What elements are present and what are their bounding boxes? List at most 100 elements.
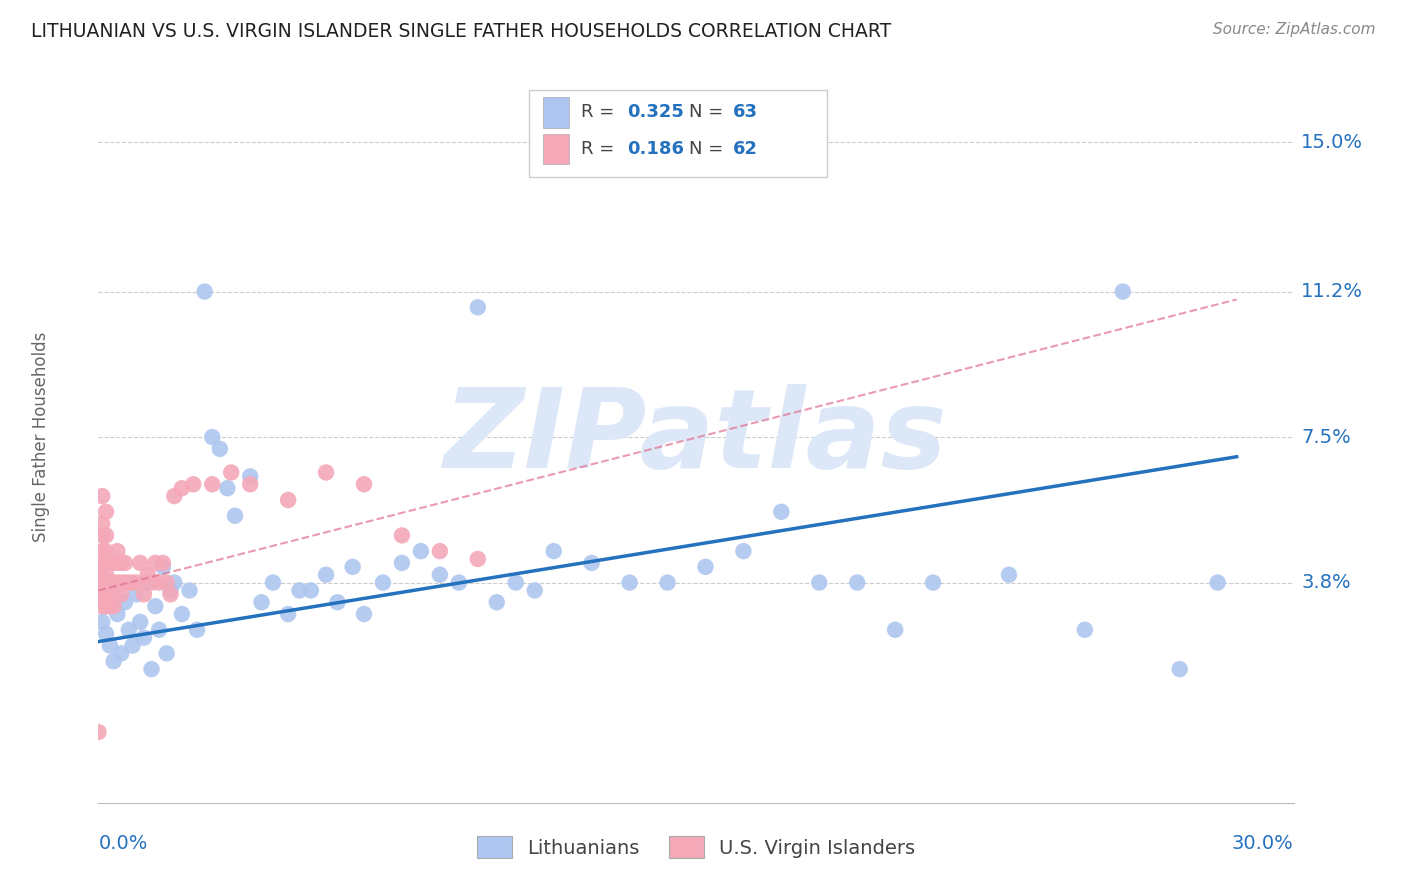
Legend: Lithuanians, U.S. Virgin Islanders: Lithuanians, U.S. Virgin Islanders <box>468 828 924 866</box>
Point <box>170 481 193 495</box>
Point <box>114 556 136 570</box>
Point <box>105 607 128 621</box>
Point <box>136 575 159 590</box>
Point <box>94 567 117 582</box>
Text: R =: R = <box>581 103 620 121</box>
Point <box>581 556 603 570</box>
Point <box>217 481 239 495</box>
Point <box>409 544 432 558</box>
Text: 11.2%: 11.2% <box>1301 282 1362 301</box>
Point <box>163 575 186 590</box>
Point <box>91 575 114 590</box>
Point <box>110 556 132 570</box>
Point <box>91 575 114 590</box>
Point <box>98 587 121 601</box>
Point <box>447 575 470 590</box>
Point <box>485 595 508 609</box>
Point <box>141 575 163 590</box>
Text: ZIPatlas: ZIPatlas <box>444 384 948 491</box>
Point <box>163 489 186 503</box>
Point <box>143 556 166 570</box>
Point <box>87 559 110 574</box>
Point <box>846 575 869 590</box>
Point <box>342 559 364 574</box>
Point <box>239 469 262 483</box>
FancyBboxPatch shape <box>529 90 827 178</box>
Point <box>429 544 451 558</box>
Point <box>121 639 143 653</box>
Point <box>114 595 136 609</box>
Point <box>299 583 322 598</box>
Point <box>156 575 179 590</box>
Point <box>136 567 159 582</box>
Text: Single Father Households: Single Father Households <box>32 332 51 542</box>
Point <box>277 493 299 508</box>
Text: 0.186: 0.186 <box>627 140 683 158</box>
Text: LITHUANIAN VS U.S. VIRGIN ISLANDER SINGLE FATHER HOUSEHOLDS CORRELATION CHART: LITHUANIAN VS U.S. VIRGIN ISLANDER SINGL… <box>31 22 891 41</box>
Point <box>353 607 375 621</box>
Point <box>159 583 181 598</box>
Point <box>91 528 114 542</box>
Point <box>94 528 117 542</box>
Point <box>103 654 125 668</box>
Point <box>1168 662 1191 676</box>
Point <box>543 544 565 558</box>
Point <box>114 575 136 590</box>
Point <box>98 575 121 590</box>
Point <box>121 575 143 590</box>
Point <box>105 556 128 570</box>
Point <box>125 575 148 590</box>
Point <box>884 623 907 637</box>
Point <box>94 626 117 640</box>
Point <box>91 559 114 574</box>
Point <box>91 489 114 503</box>
Point <box>132 631 155 645</box>
Point <box>103 587 125 601</box>
Point <box>94 544 117 558</box>
Point <box>770 505 793 519</box>
Point <box>1206 575 1229 590</box>
Point <box>186 623 208 637</box>
Text: 63: 63 <box>733 103 758 121</box>
Point <box>129 556 152 570</box>
Point <box>922 575 945 590</box>
Point <box>277 607 299 621</box>
Point <box>94 599 117 614</box>
Point <box>91 587 114 601</box>
Point <box>94 587 117 601</box>
Point <box>467 301 489 315</box>
Point <box>429 567 451 582</box>
Text: 7.5%: 7.5% <box>1301 427 1351 447</box>
Point <box>105 575 128 590</box>
Point <box>98 575 121 590</box>
Point <box>141 662 163 676</box>
Point <box>94 575 117 590</box>
Point <box>152 559 174 574</box>
Point <box>98 556 121 570</box>
Point <box>91 599 114 614</box>
Text: N =: N = <box>689 140 728 158</box>
Point <box>98 639 121 653</box>
Point <box>110 575 132 590</box>
Point <box>103 599 125 614</box>
Point <box>179 583 201 598</box>
Point <box>129 615 152 629</box>
Point <box>250 595 273 609</box>
Text: 62: 62 <box>733 140 758 158</box>
Point <box>143 599 166 614</box>
Point <box>118 575 141 590</box>
Point <box>91 544 114 558</box>
Point <box>657 575 679 590</box>
FancyBboxPatch shape <box>543 134 569 164</box>
Point <box>118 623 141 637</box>
Point <box>132 587 155 601</box>
Point <box>105 544 128 558</box>
Point <box>391 556 413 570</box>
Point <box>98 599 121 614</box>
Point <box>87 575 110 590</box>
Text: N =: N = <box>689 103 728 121</box>
Point <box>315 466 337 480</box>
Point <box>91 615 114 629</box>
Point <box>148 575 170 590</box>
Point <box>148 623 170 637</box>
